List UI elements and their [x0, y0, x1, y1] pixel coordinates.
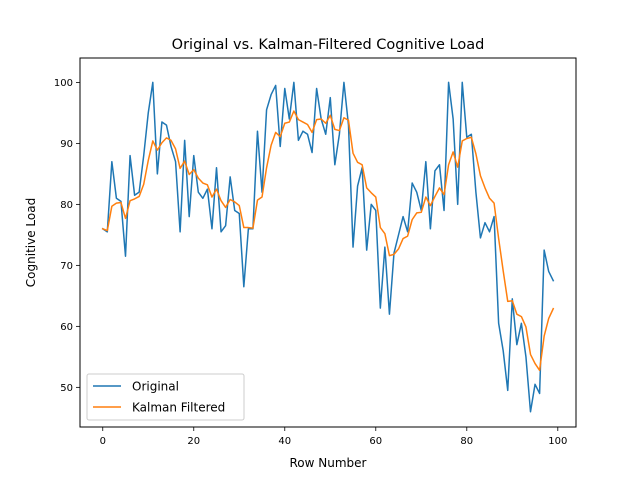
- x-axis-ticks: 0 20 40 60 80 100: [100, 427, 567, 447]
- series-line-original: [101, 81, 555, 413]
- y-tick-label: 100: [54, 78, 73, 89]
- x-tick-label: 80: [460, 436, 473, 447]
- legend-label-original: Original: [132, 380, 179, 394]
- y-axis-ticks: 50 60 70 80 90 100: [54, 78, 80, 394]
- x-axis-title: Row Number: [290, 456, 367, 470]
- y-tick-label: 60: [60, 322, 73, 333]
- y-tick-label: 50: [60, 383, 73, 394]
- y-tick-label: 70: [60, 261, 73, 272]
- plot-area: [79, 57, 577, 428]
- x-tick-label: 20: [187, 436, 200, 447]
- legend-label-kalman-filtered: Kalman Filtered: [132, 401, 225, 415]
- legend-box: [86, 373, 245, 421]
- y-axis-title: Cognitive Load: [24, 198, 38, 287]
- legend: Original Kalman Filtered: [86, 373, 245, 421]
- plot-frame: [79, 57, 577, 428]
- x-tick-label: 60: [369, 436, 382, 447]
- x-tick-label: 40: [278, 436, 291, 447]
- series-line-kalman-filtered: [101, 110, 555, 372]
- x-tick-label: 0: [100, 436, 106, 447]
- series-layer: [101, 81, 555, 413]
- chart-title: Original vs. Kalman-Filtered Cognitive L…: [172, 37, 485, 53]
- y-tick-label: 80: [60, 200, 73, 211]
- x-tick-label: 100: [548, 436, 567, 447]
- y-tick-label: 90: [60, 139, 73, 150]
